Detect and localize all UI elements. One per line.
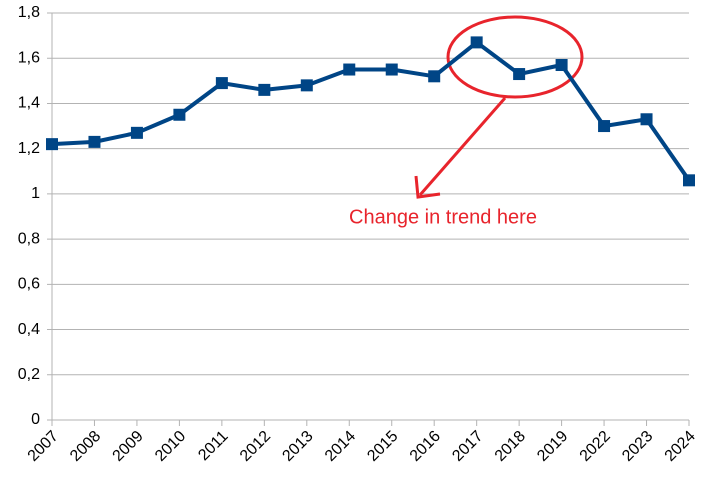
data-point <box>598 120 611 133</box>
data-line <box>51 40 691 182</box>
x-tick-label: 2016 <box>407 428 444 465</box>
data-point <box>683 174 695 187</box>
x-tick-label: 2010 <box>152 428 189 465</box>
data-point <box>46 138 58 151</box>
x-tick-label: 2011 <box>195 428 231 464</box>
y-tick-label: 1,2 <box>18 140 40 157</box>
y-tick-label: 1,8 <box>18 4 40 21</box>
data-point <box>513 68 526 81</box>
x-tick-label: 2012 <box>237 428 274 465</box>
grid-layer <box>47 12 690 426</box>
x-tick-label: 2019 <box>534 428 571 465</box>
data-point <box>300 79 313 92</box>
x-tick-label: 2013 <box>279 428 316 465</box>
data-point <box>385 63 398 76</box>
data-point <box>258 83 271 96</box>
x-tick-label: 2022 <box>577 428 614 465</box>
x-tick-label: 2009 <box>110 428 147 465</box>
data-point <box>130 126 143 139</box>
y-tick-label: 1,6 <box>18 49 40 66</box>
x-tick-label: 2024 <box>662 428 699 465</box>
data-point <box>88 135 101 148</box>
y-tick-label: 0,2 <box>18 366 40 383</box>
highlight-ellipse <box>446 15 584 99</box>
data-point <box>555 59 568 72</box>
y-tick-label: 0 <box>31 411 40 428</box>
annotation-text: Change in trend here <box>349 206 537 228</box>
data-point <box>343 63 356 76</box>
arrow-head <box>414 175 441 199</box>
x-tick-label: 2008 <box>67 428 104 465</box>
x-tick-label: 2007 <box>25 428 62 465</box>
x-tick-label: 2014 <box>322 428 359 465</box>
annotation-arrow <box>418 97 507 196</box>
y-tick-label: 0,8 <box>18 230 40 247</box>
y-tick-label: 1,4 <box>18 95 40 112</box>
data-point <box>215 77 228 90</box>
data-point <box>173 108 186 121</box>
x-tick-label: 2023 <box>619 428 656 465</box>
y-tick-label: 0,6 <box>18 276 40 293</box>
x-tick-label: 2017 <box>449 428 486 465</box>
x-tick-label: 2018 <box>492 428 529 465</box>
y-tick-label: 1 <box>31 185 40 202</box>
x-tick-label: 2015 <box>364 428 401 465</box>
y-tick-label: 0,4 <box>18 321 40 338</box>
data-point <box>640 113 653 126</box>
data-point <box>470 36 483 49</box>
data-point <box>428 70 441 83</box>
